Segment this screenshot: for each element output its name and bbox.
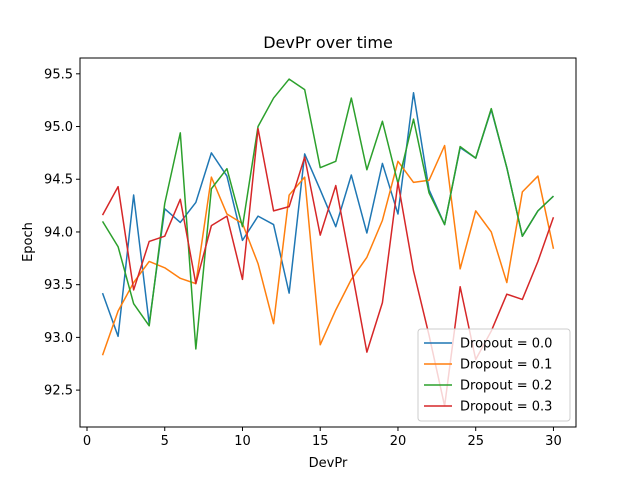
legend-box [417, 328, 571, 422]
y-tick-label: 93.5 [44, 278, 73, 293]
legend-label: Dropout = 0.2 [460, 379, 552, 394]
y-tick-label: 92.5 [44, 384, 73, 399]
legend-label: Dropout = 0.1 [460, 358, 552, 373]
y-tick-label: 94.0 [44, 225, 73, 240]
series-layer [101, 78, 555, 407]
axes-frame [79, 57, 577, 428]
x-tick-label: 10 [234, 434, 251, 449]
plot-area [79, 57, 577, 428]
x-tick-label: 0 [83, 434, 91, 449]
y-tick-label: 95.5 [44, 67, 73, 82]
x-tick-label: 30 [545, 434, 562, 449]
series-line-1 [101, 144, 555, 356]
legend-label: Dropout = 0.3 [460, 400, 552, 415]
x-tick-label: 25 [467, 434, 484, 449]
series-line-2 [101, 78, 554, 350]
x-tick-label: 20 [390, 434, 407, 449]
x-axis: 0 5 10 15 20 25 30 [83, 427, 562, 449]
y-tick-label: 93.0 [44, 331, 73, 346]
y-axis: 92.5 93.0 93.5 94.0 94.5 95.0 95.5 [44, 67, 80, 399]
x-tick-label: 5 [161, 434, 169, 449]
legend-label: Dropout = 0.0 [460, 337, 552, 352]
y-axis-label: Epoch [21, 222, 36, 262]
legend: Dropout = 0.0 Dropout = 0.1 Dropout = 0.2 D… [417, 328, 571, 422]
y-tick-label: 94.5 [44, 173, 73, 188]
chart-title: DevPr over time [263, 33, 393, 52]
x-axis-label: DevPr [309, 456, 348, 471]
x-tick-label: 15 [312, 434, 329, 449]
y-tick-label: 95.0 [44, 120, 73, 135]
